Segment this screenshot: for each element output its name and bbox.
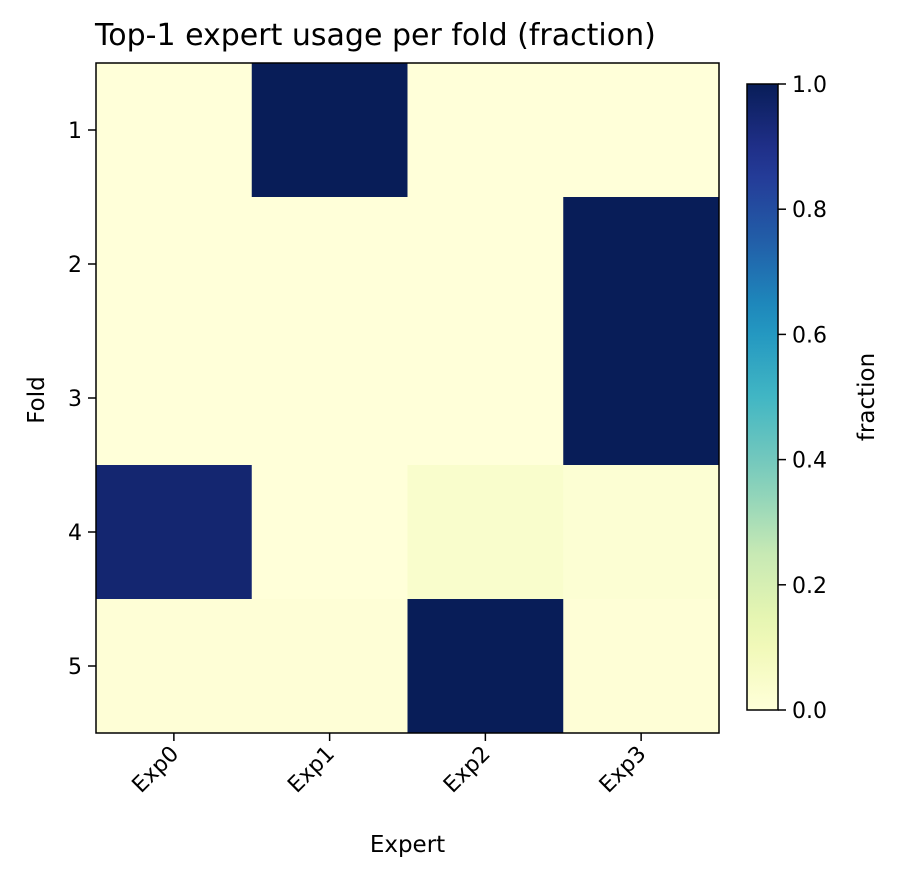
y-tick-label: 2 xyxy=(68,253,82,278)
heatmap-cell xyxy=(407,465,564,600)
x-tick-label: Exp3 xyxy=(595,742,651,798)
heatmap-cell xyxy=(407,63,564,198)
colorbar-tick-label: 0.4 xyxy=(792,449,827,474)
heatmap-cell xyxy=(563,197,720,332)
colorbar xyxy=(746,83,779,711)
heatmap-cell xyxy=(251,599,408,734)
y-tick-label: 5 xyxy=(68,655,82,680)
colorbar-label: fraction xyxy=(854,353,880,441)
heatmap-cell xyxy=(251,331,408,466)
heatmap-cell xyxy=(251,63,408,198)
heatmap-cell xyxy=(563,465,720,600)
heatmap-cell xyxy=(96,599,253,734)
heatmap-cell xyxy=(96,197,253,332)
heatmap-cell xyxy=(251,197,408,332)
chart-title: Top-1 expert usage per fold (fraction) xyxy=(94,18,656,53)
x-tick-label: Exp0 xyxy=(128,742,184,798)
heatmap-cell xyxy=(96,331,253,466)
heatmap-cell xyxy=(251,465,408,600)
y-tick-label: 1 xyxy=(68,119,82,144)
colorbar-tick-label: 0.8 xyxy=(792,198,827,223)
y-tick-label: 4 xyxy=(68,521,82,546)
y-axis-label: Fold xyxy=(24,376,50,423)
heatmap-cell xyxy=(407,197,564,332)
colorbar-tick-label: 0.2 xyxy=(792,574,827,599)
heatmap-cell xyxy=(96,63,253,198)
x-tick-label: Exp1 xyxy=(283,742,339,798)
heatmap-cell xyxy=(407,331,564,466)
heatmap-cell xyxy=(563,331,720,466)
heatmap-cell xyxy=(563,63,720,198)
x-tick-label: Exp2 xyxy=(439,742,495,798)
heatmap-cells xyxy=(96,63,720,734)
heatmap-cell xyxy=(563,599,720,734)
x-axis-ticks: Exp0 Exp1 Exp2 Exp3 xyxy=(128,733,651,798)
y-tick-label: 3 xyxy=(68,387,82,412)
x-axis-label: Expert xyxy=(370,832,445,858)
y-axis-ticks: 1 2 3 4 5 xyxy=(68,119,96,680)
colorbar-tick-label: 0.6 xyxy=(792,323,827,348)
colorbar-tick-label: 0.0 xyxy=(792,699,827,724)
heatmap-cell xyxy=(96,465,253,600)
colorbar-ticks: 0.0 0.2 0.4 0.6 0.8 1.0 xyxy=(778,73,827,724)
heatmap-cell xyxy=(407,599,564,734)
colorbar-tick-label: 1.0 xyxy=(792,73,827,98)
